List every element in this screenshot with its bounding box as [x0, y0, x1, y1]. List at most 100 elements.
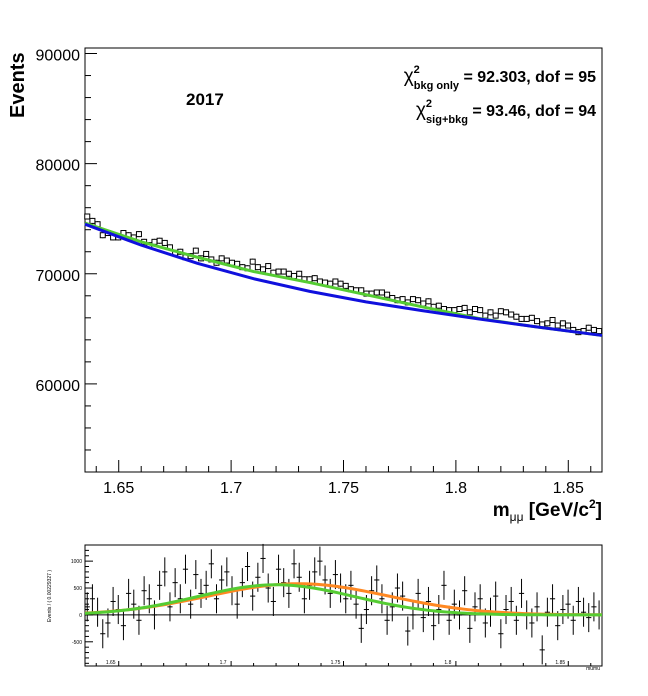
data-point [265, 263, 272, 270]
chi2-bkg-sup: 2 [414, 64, 420, 76]
data-point [466, 309, 473, 316]
chi2-bkg-symbol: χ [404, 66, 414, 87]
x-title-base: m [493, 500, 510, 521]
data-point [513, 605, 519, 635]
x-tick-label: 1.85 [553, 480, 584, 497]
data-point [472, 592, 478, 622]
data-point [456, 600, 463, 630]
x-tick-label: 1.7 [220, 660, 227, 666]
data-point [198, 578, 204, 608]
data-point [234, 589, 240, 619]
data-point [539, 635, 545, 665]
data-point [384, 291, 391, 298]
residual-y-axis-title: Events / ( 0.00229327 ) [47, 570, 53, 622]
data-point [156, 237, 163, 244]
data-point [518, 578, 525, 608]
x-title-sub: μμ [510, 510, 524, 524]
data-point [285, 270, 292, 277]
data-point [441, 570, 447, 600]
data-point [182, 554, 189, 584]
data-point [291, 549, 297, 579]
data-point [518, 315, 525, 322]
data-point [218, 255, 225, 262]
main-x-ticks: 1.65 1.7 1.75 1.8 1.85 [95, 460, 592, 497]
x-title-units-sup: 2 [589, 497, 596, 511]
data-point [254, 264, 261, 271]
data-point [384, 605, 390, 635]
data-point [131, 589, 137, 619]
y-tick-label: 80000 [36, 158, 81, 175]
data-point [570, 605, 576, 635]
data-point [332, 278, 339, 285]
data-point [223, 257, 230, 264]
data-point [565, 322, 572, 329]
y-tick-label: -500 [72, 640, 82, 646]
data-point [219, 565, 225, 595]
data-point [193, 560, 199, 590]
data-point [167, 592, 173, 622]
data-point [493, 581, 499, 611]
x-tick-label: 1.75 [328, 480, 359, 497]
data-point [244, 551, 251, 582]
data-point [498, 619, 504, 649]
data-point [591, 592, 597, 622]
data-point [544, 597, 550, 627]
x-tick-label: 1.65 [103, 480, 134, 497]
x-title-units-end: ] [596, 500, 602, 521]
data-point [275, 268, 282, 275]
data-point [301, 584, 307, 614]
data-point [415, 297, 422, 304]
data-point [203, 250, 210, 257]
data-point [409, 296, 416, 303]
data-point [89, 217, 96, 224]
data-point [431, 611, 437, 641]
data-point [549, 584, 556, 614]
data-point [89, 584, 96, 614]
data-point [126, 578, 132, 608]
data-point [585, 324, 592, 331]
main-y-ticks: 60000 70000 80000 90000 [36, 48, 97, 473]
chi2-sig-sup: 2 [426, 98, 432, 110]
chi2-sig-symbol: χ [416, 100, 426, 121]
data-point [425, 298, 432, 305]
bkg-only-fit-curve [84, 222, 603, 337]
data-point [492, 312, 499, 319]
data-point [451, 589, 457, 619]
data-point [280, 268, 287, 275]
data-point [471, 306, 478, 313]
data-point [84, 592, 90, 622]
data-point [374, 565, 380, 595]
data-point [446, 605, 452, 635]
x-tick-label: 1.65 [106, 660, 116, 666]
data-point [528, 314, 535, 321]
main-data-points [84, 213, 603, 336]
data-point [487, 309, 494, 316]
data-point [590, 326, 597, 333]
data-point [146, 584, 152, 614]
data-point [477, 307, 484, 314]
data-point [575, 586, 581, 616]
data-point [596, 328, 603, 335]
data-point [513, 313, 520, 320]
data-point [208, 549, 214, 579]
data-point [497, 308, 504, 315]
y-tick-label: 1000 [71, 559, 82, 565]
data-point [436, 595, 442, 625]
data-point [239, 568, 245, 598]
data-point [224, 557, 230, 587]
data-point [172, 568, 178, 598]
data-point [141, 576, 147, 606]
data-point [462, 576, 468, 606]
data-point [120, 611, 127, 641]
data-point [467, 613, 473, 643]
data-point [332, 560, 338, 590]
data-point [161, 239, 168, 246]
chi2-bkg-text: = 92.303, dof = 95 [459, 69, 596, 86]
data-point [559, 320, 566, 327]
data-point [503, 595, 509, 625]
y-axis-title: Events [7, 52, 29, 118]
data-point [260, 266, 267, 273]
data-point [580, 597, 587, 627]
data-point [327, 578, 333, 608]
